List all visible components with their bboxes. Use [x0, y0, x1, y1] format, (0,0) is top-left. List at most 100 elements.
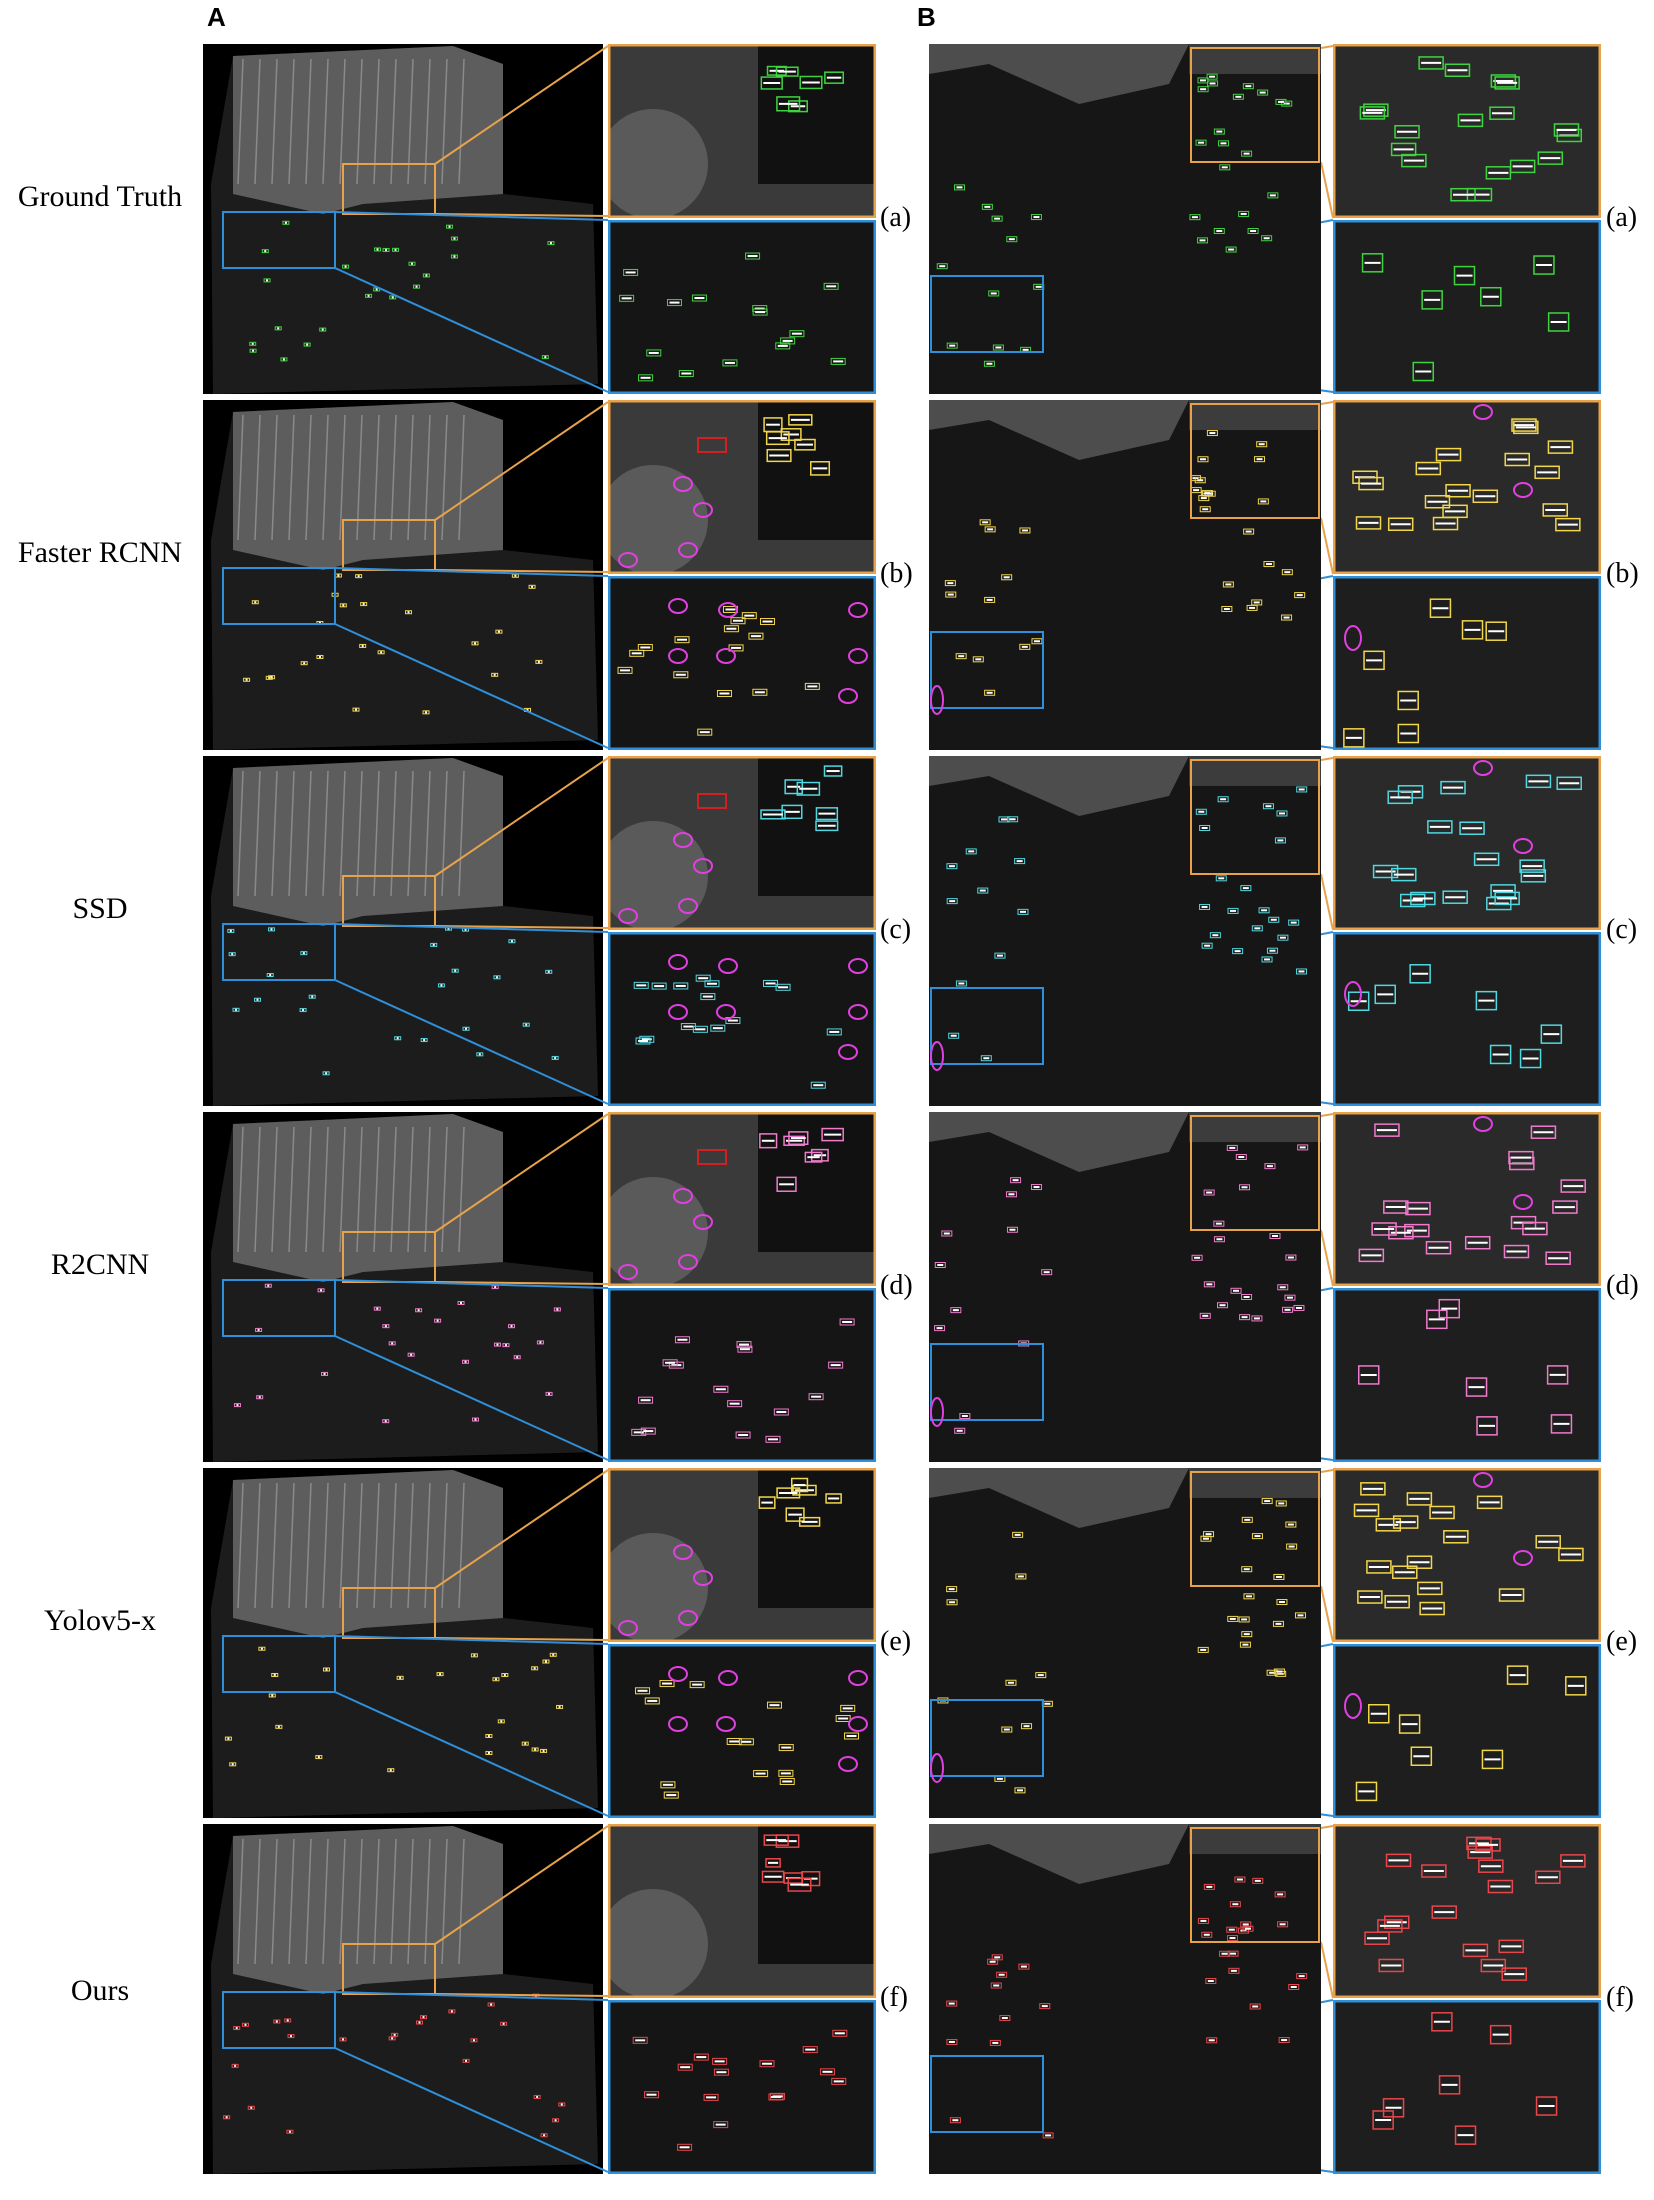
detection-box — [1294, 592, 1306, 599]
detection-box — [1007, 816, 1019, 823]
zoom-image-a-top — [608, 1112, 876, 1286]
land-texture — [271, 1838, 278, 1965]
detection-box — [1005, 1679, 1017, 1686]
zoom-image-b-top-svg — [1333, 756, 1601, 930]
zoom-image-a-bottom — [608, 2000, 876, 2174]
sar-scene-land — [929, 1824, 1189, 1884]
detection-box — [1383, 1200, 1409, 1214]
detection-box — [1030, 214, 1042, 221]
overview-image-a — [203, 1468, 603, 1818]
land-texture — [322, 58, 329, 185]
missed-target-marker — [618, 552, 638, 568]
orange-frame — [1333, 400, 1601, 574]
detection-box — [545, 969, 553, 974]
land-texture — [288, 1126, 295, 1253]
detection-box — [507, 1324, 515, 1329]
blue-frame — [1333, 1644, 1601, 1818]
detection-box — [946, 342, 958, 349]
missed-target-marker — [718, 602, 738, 618]
detection-box — [1454, 2125, 1477, 2145]
detection-box — [804, 682, 820, 690]
detection-box — [1513, 420, 1539, 435]
detection-box — [284, 2018, 292, 2023]
detection-box — [824, 71, 844, 84]
detection-box — [765, 1435, 781, 1443]
detection-box — [1031, 638, 1043, 645]
detection-box — [253, 997, 261, 1002]
detection-box — [1266, 947, 1278, 954]
detection-box — [644, 2091, 660, 2099]
detection-box — [1014, 1787, 1026, 1794]
zoom-region-blue — [222, 923, 336, 981]
detection-box — [549, 1652, 557, 1657]
subfigure-tag-b: (b) — [1606, 558, 1639, 589]
detection-box — [936, 263, 948, 270]
detection-box — [450, 254, 458, 259]
detection-box — [945, 591, 957, 598]
detection-box — [844, 1732, 860, 1740]
detection-box — [821, 1127, 844, 1142]
overview-image-b-svg — [929, 44, 1321, 367]
detection-box — [319, 327, 327, 332]
detection-box — [1200, 490, 1212, 497]
detection-box — [1274, 837, 1286, 844]
detection-box — [1361, 253, 1384, 273]
detection-box — [1209, 932, 1221, 939]
detection-box — [965, 848, 977, 855]
detection-box — [1234, 1876, 1246, 1883]
detection-box — [1547, 312, 1570, 332]
detection-box — [1251, 1315, 1263, 1322]
detection-box — [796, 781, 821, 796]
missed-target-marker — [668, 1004, 688, 1020]
detection-box — [704, 980, 720, 988]
detection-box — [1392, 1565, 1418, 1579]
detection-box — [776, 1487, 801, 1499]
detection-box — [1508, 1150, 1534, 1165]
detection-box — [980, 1055, 992, 1062]
detection-box — [299, 1008, 307, 1013]
land-texture — [305, 1838, 312, 1965]
detection-box — [825, 1493, 842, 1504]
detection-box — [1424, 494, 1451, 509]
detection-box — [810, 461, 831, 476]
land-texture — [339, 1838, 346, 1965]
detection-box — [1006, 1226, 1018, 1233]
detection-box — [1242, 1925, 1254, 1932]
detection-box — [646, 349, 662, 357]
zoom-image-a-top — [608, 44, 876, 218]
overview-image-b-svg — [929, 1112, 1321, 1434]
detection-box — [500, 2021, 508, 2026]
detection-box — [1225, 246, 1237, 253]
orange-frame — [1333, 756, 1601, 930]
detection-box — [1281, 100, 1293, 107]
detection-box — [321, 1371, 329, 1376]
zoom-image-a-bottom-svg — [608, 220, 876, 394]
detection-box — [810, 1148, 829, 1162]
detection-box — [972, 656, 984, 663]
detection-box — [273, 2019, 281, 2024]
detection-box — [839, 1318, 855, 1326]
zoom-image-a-bottom — [608, 576, 876, 750]
detection-box — [1275, 1500, 1287, 1507]
overview-image-b-svg — [929, 1824, 1321, 2139]
overview-image-b — [929, 1824, 1321, 2174]
land-texture — [271, 58, 278, 185]
detection-box — [1285, 1254, 1297, 1261]
detection-box — [448, 2009, 456, 2014]
detection-box — [1438, 1298, 1461, 1319]
overview-image-b-svg — [929, 400, 1321, 715]
detection-box — [1268, 916, 1280, 923]
detection-box — [1552, 1200, 1578, 1214]
detection-box — [1203, 1531, 1215, 1538]
detection-box — [1017, 908, 1029, 915]
detection-box — [810, 1081, 826, 1089]
detection-box — [1261, 1498, 1273, 1505]
detection-box — [1427, 820, 1453, 834]
land-texture — [288, 1838, 295, 1965]
detection-box — [1534, 465, 1560, 480]
detection-box — [266, 973, 274, 978]
detection-box — [763, 1834, 789, 1846]
detection-box — [1473, 852, 1500, 867]
detection-box — [619, 294, 635, 302]
detection-box — [631, 1428, 647, 1436]
